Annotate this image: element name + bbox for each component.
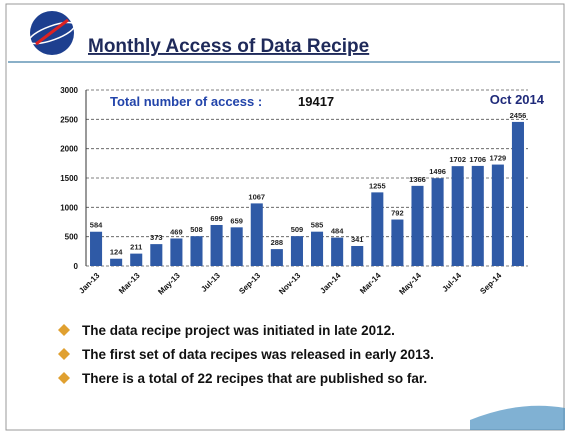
- data-label: 484: [331, 227, 344, 236]
- y-tick-label: 1500: [60, 174, 78, 183]
- data-label: 792: [391, 209, 404, 218]
- annotation: Total number of access :: [110, 94, 262, 109]
- bar: [492, 165, 504, 266]
- y-tick-label: 1000: [60, 203, 78, 212]
- bar: [311, 232, 323, 266]
- y-tick-label: 0: [74, 262, 79, 271]
- data-label: 508: [190, 225, 203, 234]
- y-tick-label: 2000: [60, 145, 78, 154]
- bar: [472, 166, 484, 266]
- data-label: 1366: [409, 175, 426, 184]
- bar: [211, 225, 223, 266]
- bar: [251, 203, 263, 266]
- bar: [271, 249, 283, 266]
- data-label: 1729: [490, 154, 507, 163]
- bar: [391, 220, 403, 266]
- bar: [90, 232, 102, 266]
- bar: [130, 254, 142, 266]
- bar: [512, 122, 524, 266]
- bullet-icon: [58, 348, 70, 360]
- bullet-text: The data recipe project was initiated in…: [82, 323, 395, 338]
- data-label: 1706: [469, 155, 486, 164]
- slide-title: Monthly Access of Data Recipe: [88, 36, 369, 57]
- data-label: 584: [90, 221, 103, 230]
- data-label: 509: [291, 225, 304, 234]
- bar: [452, 166, 464, 266]
- data-label: 2456: [510, 111, 527, 120]
- data-label: 124: [110, 248, 123, 257]
- bullet: The first set of data recipes was releas…: [58, 342, 538, 366]
- y-tick-label: 500: [65, 233, 79, 242]
- bar: [110, 259, 122, 266]
- bullet: There is a total of 22 recipes that are …: [58, 366, 538, 390]
- bar: [432, 178, 444, 266]
- data-label: 1255: [369, 181, 386, 190]
- bar: [411, 186, 423, 266]
- bar: [231, 227, 243, 266]
- bar: [331, 238, 343, 266]
- annotation-date: Oct 2014: [490, 92, 545, 107]
- bullet-icon: [58, 324, 70, 336]
- bullet: The data recipe project was initiated in…: [58, 318, 538, 342]
- data-label: 373: [150, 233, 163, 242]
- bar: [291, 236, 303, 266]
- bar: [170, 238, 182, 266]
- bullet-list: The data recipe project was initiated in…: [58, 318, 538, 390]
- data-label: 1702: [449, 155, 466, 164]
- bar: [351, 246, 363, 266]
- data-label: 341: [351, 235, 364, 244]
- data-label: 585: [311, 221, 324, 230]
- page: {"header": {"title": "Monthly Access of …: [0, 0, 570, 434]
- bar: [190, 236, 202, 266]
- bar: [150, 244, 162, 266]
- bullet-text: The first set of data recipes was releas…: [82, 347, 434, 362]
- annotation-value: 19417: [298, 94, 334, 109]
- data-label: 659: [230, 216, 243, 225]
- data-label: 288: [271, 238, 284, 247]
- data-label: 1067: [248, 192, 265, 201]
- y-tick-label: 3000: [60, 86, 78, 95]
- data-label: 469: [170, 227, 183, 236]
- bar: [371, 192, 383, 266]
- data-label: 211: [130, 243, 142, 252]
- data-label: 699: [210, 214, 223, 223]
- y-tick-label: 2500: [60, 115, 78, 124]
- data-label: 1496: [429, 167, 446, 176]
- bullet-text: There is a total of 22 recipes that are …: [82, 371, 427, 386]
- bullet-icon: [58, 372, 70, 384]
